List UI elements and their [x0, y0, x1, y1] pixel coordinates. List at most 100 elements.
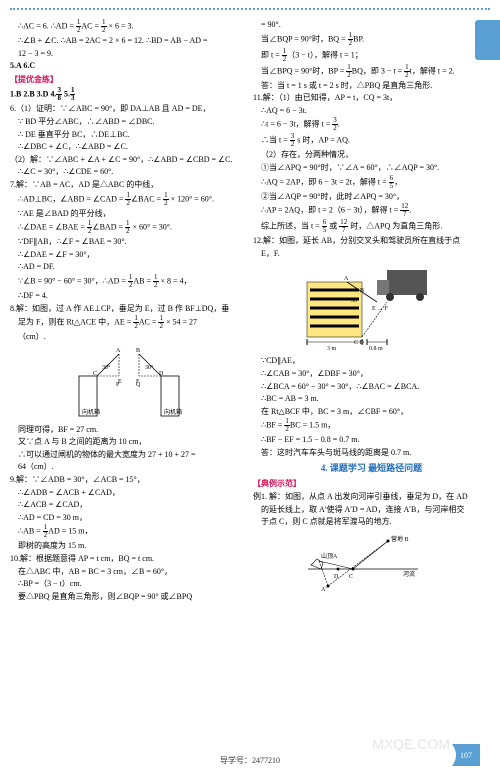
svg-text:A: A: [116, 348, 121, 354]
svg-text:A: A: [344, 276, 349, 282]
text-line: ∴AC = 6. ∴AD = 12AC = 12 × 6 = 3.: [10, 19, 247, 34]
svg-text:3 m: 3 m: [327, 346, 337, 352]
text-line: ∴AD⊥BC，∠ABD = ∠CAD = 12∠BAC = 12 × 120° …: [10, 192, 247, 207]
content-columns: ∴AC = 6. ∴AD = 12AC = 12 × 6 = 3. ∴∠B + …: [0, 10, 500, 603]
text-line: ∵∠B = 90° − 60° = 30°，∴AD = 12AB = 12 × …: [10, 274, 247, 289]
text-line: ∴DF = 4.: [10, 290, 247, 302]
text-line: ∴∠BCA = 60° − 30° = 30°，∴∠BAC = ∠BCA.: [253, 381, 490, 393]
text-line: 64（cm）.: [10, 461, 247, 473]
text-line: ∴BF = 12BC = 1.5 m，: [253, 418, 490, 433]
text-line: 足为 F，则在 Rt△ACE 中，AE = 12AC = 12 × 54 = 2…: [10, 315, 247, 330]
text-line: 综上所述，当 t = 65 或 127 时，△APQ 为直角三角形.: [253, 219, 490, 234]
svg-text:河流: 河流: [403, 570, 415, 578]
text-line: 答：当 t = 1 s 或 t = 2 s 时，△PBQ 是直角三角形.: [253, 80, 490, 92]
left-column: ∴AC = 6. ∴AD = 12AC = 12 × 6 = 3. ∴∠B + …: [10, 18, 247, 603]
diagram-shortest-path: 山顶A 营地 B C D A′ 河流: [303, 531, 423, 596]
answer-line: 5.A 6.C: [10, 60, 247, 72]
text-line: ∵ BD 平分∠ABC，∴∠ABD = ∠DBC.: [10, 116, 247, 128]
text-line: ∴∠DBC + ∠C，∴∠ABD = ∠C.: [10, 141, 247, 153]
text-line: 12 − 3 = 9.: [10, 48, 247, 60]
svg-text:向机箱: 向机箱: [82, 408, 100, 416]
text-line: ∴t = 6 − 3t，解得 t = 32.: [253, 117, 490, 132]
svg-text:A′: A′: [321, 587, 327, 593]
page-badge: 107: [452, 744, 480, 766]
text-line: ∴可以通过闸机的物体的最大宽度为 27 + 10 + 27 =: [10, 449, 247, 461]
text-line: ∴∠DAE = ∠BAE = 12∠BAD = 12 × 60° = 30°.: [10, 220, 247, 235]
text-line: 10.解：根据题意得 AP = t cm，BQ = t cm.: [10, 553, 247, 565]
footer-code: 导学号：2477210: [0, 755, 500, 766]
text-line: 6.（1）证明：∵∠ABC = 90°，即 DA⊥AB 且 AD = DE，: [10, 103, 247, 115]
text-line: 同理可得，BF = 27 cm.: [10, 424, 247, 436]
svg-text:Q: Q: [136, 382, 141, 388]
svg-text:B: B: [360, 288, 364, 294]
text-line: E，F.: [253, 248, 490, 260]
text-line: ∴AQ = 2AP，即 6 − 3t = 2t，解得 t = 65，: [253, 175, 490, 190]
text-line: 当∠BQP = 90°时，BQ = 12BP.: [253, 32, 490, 47]
text-line: ∴AD = CD = 30 m，: [10, 512, 247, 524]
text-line: 9.解：∵∠ADB = 30°，∠ACB = 15°，: [10, 474, 247, 486]
svg-text:营地 B: 营地 B: [391, 535, 409, 543]
text-line: ∴AP = 2AQ，即 t = 2（6 − 3t），解得 t = 127.: [253, 203, 490, 218]
text-line: 即树的高度为 15 m.: [10, 540, 247, 552]
watermark: MXQE.COM: [372, 736, 450, 752]
svg-text:30°: 30°: [351, 297, 360, 304]
svg-text:107: 107: [460, 751, 472, 760]
text-line: 的延长线上，取 A′使得 A′D = AD，连接 A′B，与河岸相交: [253, 504, 490, 516]
text-line: = 90°.: [253, 19, 490, 31]
text-line: ∴∠CAB = 30°，∠DBF = 30°，: [253, 368, 490, 380]
side-tab: [475, 20, 500, 60]
section-title: 4. 课题学习 最短路径问题: [253, 462, 490, 475]
text-line: 要△PBQ 是直角三角形，则∠BQP = 90° 或∠BPQ: [10, 591, 247, 603]
svg-text:B: B: [136, 348, 140, 354]
text-line: 即 t = 12（3 − t），解得 t = 1；: [253, 48, 490, 63]
text-line: ∵AE 是∠BAD 的平分线，: [10, 208, 247, 220]
text-line: 8.解：如图，过 A 作 AE⊥CP，垂足为 E，过 B 作 BF⊥DQ，垂: [10, 303, 247, 315]
text-line: ∴∠DAE = ∠F = 30°，: [10, 249, 247, 261]
text-line: ∴BP =（3 − t）cm.: [10, 578, 247, 590]
svg-text:0.8 m: 0.8 m: [369, 346, 383, 352]
text-line: ∴ DE 垂直平分 BC，∴DE⊥BC.: [10, 129, 247, 141]
text-line: 在△ABC 中，AB = BC = 3 cm，∠B = 60°，: [10, 566, 247, 578]
svg-text:30°: 30°: [145, 364, 154, 371]
text-line: ∴AQ = 6 − 3t.: [253, 105, 490, 117]
svg-text:C: C: [93, 371, 97, 377]
svg-text:山顶A: 山顶A: [321, 552, 338, 560]
text-line: ∴AB = 12AD = 15 m，: [10, 524, 247, 539]
text-line: （2）存在，分两种情况，: [253, 149, 490, 161]
text-line: 于点 C，则 C 点就是将军渡马的地方.: [253, 516, 490, 528]
svg-text:D: D: [159, 371, 164, 377]
text-line: ∴∠ADB = ∠ACB + ∠CAD，: [10, 487, 247, 499]
text-line: 12.解：如图，延长 AB，分别交叉头和驾驶员所在直线于点: [253, 235, 490, 247]
svg-text:30°: 30°: [102, 364, 111, 371]
text-line: ②当∠AQP = 90°时，此时∠APQ = 30°，: [253, 191, 490, 203]
svg-text:C: C: [349, 574, 353, 580]
svg-text:C D: C D: [354, 340, 365, 346]
text-line: ∴AD = DF.: [10, 261, 247, 273]
text-line: （cm）.: [10, 331, 247, 343]
text-line: 7.解：∵AB = AC，AD 是△ABC 的中线，: [10, 179, 247, 191]
text-line: 例1. 解：如图，从点 A 出发向河岸引垂线，垂足为 D，在 AD: [253, 491, 490, 503]
text-line: 11.解：（1）由已知得，AP = t，CQ = 3t，: [253, 92, 490, 104]
text-line: ∵CD∥AE，: [253, 355, 490, 367]
text-line: （2）解：∵∠ABC + ∠A + ∠C = 90°，∴∠ABD = ∠CBD …: [10, 154, 247, 166]
text-line: ∴当 t = 32 s 时，AP = AQ.: [253, 133, 490, 148]
svg-text:D: D: [334, 574, 339, 580]
text-line: 在 Rt△BCF 中，BC = 3 m，∠CBF = 60°，: [253, 406, 490, 418]
text-line: ∵DF∥AB，∴∠F = ∠BAE = 30°.: [10, 236, 247, 248]
text-line: 答：这时汽车车头与斑马线的距离是 0.7 m.: [253, 447, 490, 459]
text-line: ∴BF − EF = 1.5 − 0.8 = 0.7 m.: [253, 434, 490, 446]
text-line: ∴BC = AB = 3 m.: [253, 393, 490, 405]
svg-text:向机箱: 向机箱: [164, 408, 182, 416]
text-line: ∴∠C = 30°，∴∠CDE = 60°.: [10, 166, 247, 178]
section-header: 【典例示范】: [253, 478, 490, 490]
svg-text:E → F: E → F: [372, 306, 389, 312]
text-line: ①当∠APQ = 90°时，∵∠A = 60°，∴∠AQP = 30°.: [253, 162, 490, 174]
section-header: 【提优金练】: [10, 74, 247, 86]
diagram-gates: AB CD EF 30°30° PQ 向机箱向机箱: [74, 346, 184, 421]
text-line: 又∵点 A 与 B 之间的距离为 10 cm，: [10, 436, 247, 448]
diagram-truck-crosswalk: A B C D E → F 30° 3 m 0.8 m: [302, 262, 442, 352]
text-line: ∴∠ACB = ∠CAD，: [10, 499, 247, 511]
answer-line: 1.B 2.B 3.D 4.38 5.13: [10, 87, 247, 102]
text-line: 当∠BPQ = 90°时，BP = 12BQ，即 3 − t = 12t，解得 …: [253, 64, 490, 79]
text-line: ∴∠B + ∠C. ∴AB = 2AC = 2 × 6 = 12. ∴BD = …: [10, 35, 247, 47]
